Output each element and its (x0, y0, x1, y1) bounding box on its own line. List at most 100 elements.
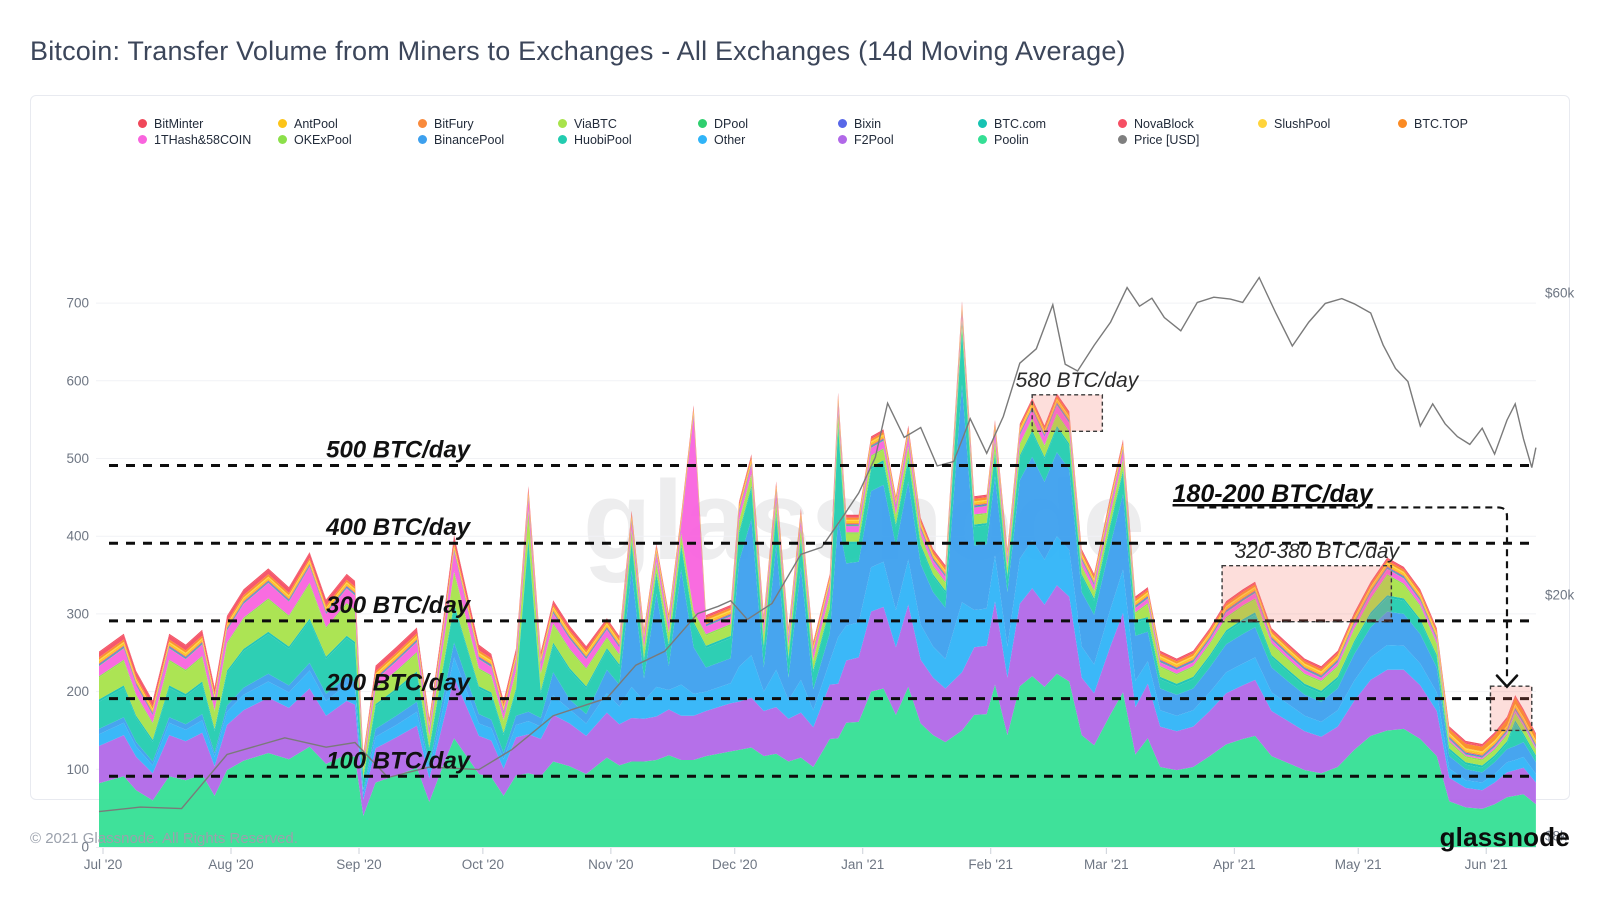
legend-item-novablock[interactable]: NovaBlock (1118, 116, 1194, 131)
legend-label: BTC.com (994, 116, 1047, 131)
legend-label: Other (714, 132, 746, 147)
annotation-box (1221, 565, 1393, 623)
reference-line-label: 200 BTC/day (325, 670, 472, 697)
legend-item-antpool[interactable]: AntPool (278, 116, 338, 131)
x-axis-tick-label: May '21 (1335, 857, 1382, 872)
x-axis-tick-label: Feb '21 (968, 857, 1013, 872)
legend-item-btc-top[interactable]: BTC.TOP (1398, 116, 1468, 131)
legend-item-btc-com[interactable]: BTC.com (978, 116, 1046, 131)
legend-dot (278, 135, 287, 144)
y-axis-left-tick-label: 500 (66, 451, 89, 466)
legend-label: OKExPool (294, 132, 352, 147)
legend-dot (978, 119, 987, 128)
legend-dot (138, 135, 147, 144)
legend-item-okexpool[interactable]: OKExPool (278, 132, 352, 147)
legend-dot (1118, 135, 1127, 144)
legend-label: BTC.TOP (1414, 116, 1468, 131)
annotation-box (1489, 685, 1533, 732)
x-axis-tick-label: Oct '20 (462, 857, 504, 872)
legend-item-bitfury[interactable]: BitFury (418, 116, 474, 131)
annotation-arrow-line (1197, 506, 1509, 678)
legend-label: NovaBlock (1134, 116, 1194, 131)
legend-label: Bixin (854, 116, 882, 131)
legend-dot (558, 135, 567, 144)
y-axis-left-tick-label: 200 (66, 684, 89, 699)
chart-svg: 500 BTC/day 400 BTC/day 300 BTC/day 200 BTC… (66, 276, 1575, 872)
reference-line-label: 100 BTC/day (326, 747, 472, 774)
legend-dot (418, 119, 427, 128)
legend-item-huobipool[interactable]: HuobiPool (558, 132, 632, 147)
x-axis-tick-label: Jan '21 (841, 857, 884, 872)
annotation-label: 580 BTC/day (1016, 369, 1140, 392)
legend-dot (838, 135, 847, 144)
legend-label: BitMinter (154, 116, 204, 131)
legend-dot (418, 135, 427, 144)
legend-item-slushpool[interactable]: SlushPool (1258, 116, 1330, 131)
footer-copyright: © 2021 Glassnode. All Rights Reserved. (30, 830, 298, 847)
y-axis-left: 0 100 200 300 400 500 600 700 (66, 296, 89, 855)
stacked-areas (99, 301, 1536, 847)
chart-card: BitMinter AntPool BitFury ViaBTC DPool Bixin B… (30, 95, 1575, 872)
legend-item-other[interactable]: Other (698, 132, 745, 147)
x-axis-tick-label: Dec '20 (712, 857, 757, 872)
reference-line-label: 500 BTC/day (326, 437, 472, 464)
reference-line-label: 400 BTC/day (325, 514, 472, 541)
legend-dot (1398, 119, 1407, 128)
legend-item-viabtc[interactable]: ViaBTC (558, 116, 617, 131)
legend-dot (138, 119, 147, 128)
reference-lines: 500 BTC/day 400 BTC/day 300 BTC/day 200 BTC… (109, 437, 1536, 778)
legend-label: BitFury (434, 116, 474, 131)
x-axis-tick-label: Nov '20 (588, 857, 633, 872)
legend-dot (698, 119, 707, 128)
area-other (99, 536, 1536, 800)
legend-dot (1258, 119, 1267, 128)
legend-label: DPool (714, 116, 749, 131)
legend-item-bixin[interactable]: Bixin (838, 116, 881, 131)
y-axis-left-tick-label: 600 (66, 373, 89, 388)
x-axis-tick-label: Mar '21 (1084, 857, 1129, 872)
legend-item-1thash-58coin[interactable]: 1THash&58COIN (138, 132, 251, 147)
legend-item-price-usd-[interactable]: Price [USD] (1118, 132, 1199, 147)
legend-dot (278, 119, 287, 128)
price-line (98, 276, 1537, 813)
legend-item-binancepool[interactable]: BinancePool (418, 132, 504, 147)
chart-title: Bitcoin: Transfer Volume from Miners to … (30, 36, 1126, 66)
x-axis-tick-label: Jul '20 (84, 857, 123, 872)
legend-label: AntPool (294, 116, 338, 131)
annotation-label: 320-380 BTC/day (1234, 540, 1400, 563)
y-axis-left-tick-label: 100 (66, 762, 89, 777)
legend-item-f2pool[interactable]: F2Pool (838, 132, 894, 147)
annotation-box (1031, 394, 1104, 433)
legend-label: 1THash&58COIN (154, 132, 252, 147)
x-axis-tick-label: Apr '21 (1213, 857, 1255, 872)
y-axis-right: $60k $20k $8k (1545, 286, 1575, 844)
legend-dot (978, 135, 987, 144)
legend-item-dpool[interactable]: DPool (698, 116, 748, 131)
legend-item-bitminter[interactable]: BitMinter (138, 116, 203, 131)
legend-label: Price [USD] (1134, 132, 1200, 147)
x-axis-tick-label: Sep '20 (336, 857, 381, 872)
legend-item-poolin[interactable]: Poolin (978, 132, 1029, 147)
reference-line-label: 300 BTC/day (326, 592, 472, 619)
annotation-label: 180-200 BTC/day (1173, 480, 1374, 508)
legend-dot (698, 135, 707, 144)
legend-label: BinancePool (434, 132, 505, 147)
y-axis-left-tick-label: 700 (66, 296, 89, 311)
annotations: 580 BTC/day 320-380 BTC/day 180-200 BTC/da… (1016, 369, 1533, 732)
legend-dot (558, 119, 567, 128)
y-axis-left-tick-label: 400 (66, 529, 89, 544)
legend-label: F2Pool (854, 132, 894, 147)
x-axis-tick-label: Jun '21 (1465, 857, 1508, 872)
y-axis-left-tick-label: 0 (81, 840, 89, 855)
y-axis-right-tick-label: $60k (1545, 286, 1575, 301)
legend-label: SlushPool (1274, 116, 1331, 131)
x-axis-tick-label: Aug '20 (208, 857, 253, 872)
annotation-arrow-head (1495, 674, 1519, 689)
area-poolin (99, 673, 1536, 847)
x-axis: Jul '20 Aug '20 Sep '20 Oct '20 Nov '20 Dec '… (84, 848, 1508, 872)
legend-label: Poolin (994, 132, 1029, 147)
legend-label: ViaBTC (574, 116, 617, 131)
legend-dot (838, 119, 847, 128)
y-axis-left-tick-label: 300 (66, 606, 89, 621)
